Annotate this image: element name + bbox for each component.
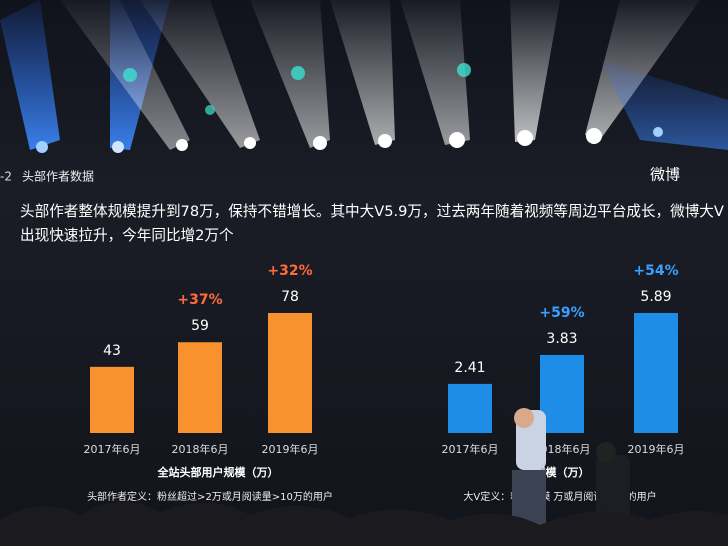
bar [90,366,134,433]
bar [540,354,584,433]
x-tick-label: 2019年6月 [628,442,685,456]
charts: 43 2017年6月 59 +37% 2018年6月 78 +32% 2019年6月全站头部用… [84,263,685,503]
growth-label: +32% [267,263,312,279]
x-tick-label: 2017年6月 [84,442,141,456]
x-tick-label: 2017年6月 [442,442,499,456]
x-tick-label: 2018年6月 [534,442,591,456]
value-label: 78 [281,289,299,305]
logo: 微博 [650,166,680,184]
growth-label: +59% [539,305,584,321]
value-label: 59 [191,318,209,334]
summary-line: 出现快速拉升，今年同比增2万个 [20,227,234,244]
growth-label: +37% [177,292,222,308]
section-number: -2 [0,170,12,184]
section-title: 头部作者数据 [22,169,94,184]
bar [178,342,222,433]
chart-title: 规模（万） [535,465,590,479]
value-label: 43 [103,343,121,359]
chart-title: 全站头部用户规模（万） [157,465,279,479]
x-tick-label: 2019年6月 [262,442,319,456]
value-label: 5.89 [640,289,671,305]
audience [0,408,728,546]
bar [448,383,492,433]
summary-line: 头部作者整体规模提升到78万，保持不错增长。其中大V5.9万，过去两年随着视频等… [20,202,724,220]
chart-note: 头部作者定义：粉丝超过>2万或月阅读量>10万的用户 [87,490,333,503]
value-label: 3.83 [546,331,577,347]
bar [634,313,678,433]
stage-lights [0,0,728,153]
bar [268,313,312,433]
x-tick-label: 2018年6月 [172,442,229,456]
value-label: 2.41 [454,360,485,376]
growth-label: +54% [633,263,678,279]
